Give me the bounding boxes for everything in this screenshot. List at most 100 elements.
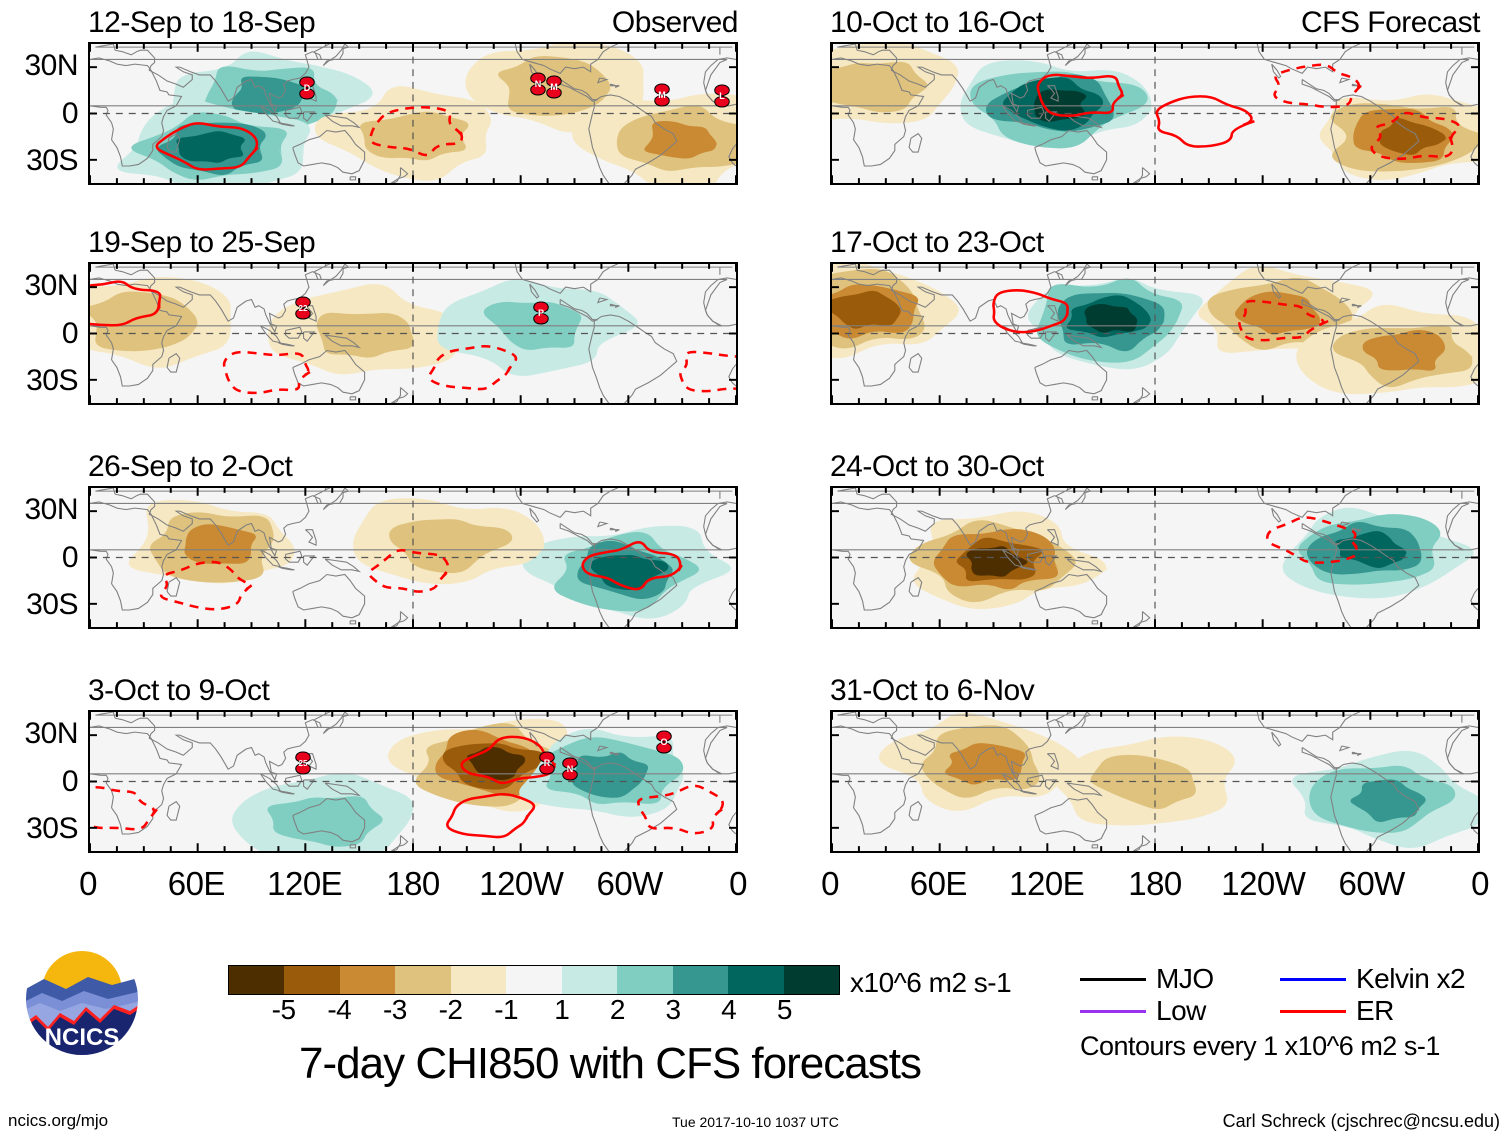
shading-layer-4: [832, 44, 1478, 180]
y-tick-0: 0: [61, 764, 79, 798]
colorbar-tick-1: 1: [554, 994, 570, 1025]
panel-corner-label-4: CFS Forecast: [1300, 6, 1481, 39]
shading-band: [644, 121, 717, 159]
storm-marker-D: D: [296, 75, 318, 101]
map-canvas-5: [830, 262, 1480, 405]
y-tick-30N: 30N: [24, 492, 78, 526]
shading-layer-2: [128, 498, 736, 619]
map-canvas-4: [830, 42, 1480, 185]
y-tick-30N: 30N: [24, 268, 78, 302]
contour-er-solid: [1036, 73, 1125, 118]
y-tick-30N: 30N: [24, 48, 78, 82]
coastlines-6: [832, 488, 1478, 627]
shading-band: [1350, 779, 1429, 823]
contour-er-solid: [90, 280, 162, 327]
shading-layer-1: [90, 277, 646, 376]
contour-legend: MJO Kelvin x2 Low ER: [1080, 963, 1500, 1027]
colorbar-tick--5: -5: [271, 994, 296, 1025]
legend-entry-mjo: MJO: [1080, 965, 1280, 993]
x-tick-180: 180: [386, 865, 440, 902]
svg-text:N: N: [567, 764, 574, 774]
x-tick-120W: 120W: [1221, 865, 1306, 902]
shading-band: [360, 111, 469, 161]
contour-er-dashed: [1266, 516, 1359, 564]
credit-website: ncics.org/mjo: [8, 1111, 109, 1130]
contour-er-dashed: [1370, 111, 1461, 160]
shading-band: [316, 312, 415, 358]
legend-entry-er: ER: [1280, 997, 1480, 1025]
panel-title-7: 31-Oct to 6-Nov: [830, 674, 1035, 707]
panel-title-4: 10-Oct to 16-Oct: [830, 6, 1044, 39]
contour-er-solid: [460, 735, 556, 785]
svg-text:N: N: [535, 79, 542, 89]
shading-band: [832, 61, 932, 113]
shading-band: [267, 796, 388, 847]
credit-timestamp: Tue 2017-10-10 1037 UTC: [672, 1114, 839, 1130]
figure-title: 7-day CHI850 with CFS forecasts: [299, 1039, 922, 1088]
shading-layer-0: [117, 44, 736, 183]
y-tick-30S: 30S: [26, 812, 78, 846]
shading-band: [1362, 329, 1446, 371]
coastlines-5: [832, 264, 1478, 403]
x-tick-60E: 60E: [909, 865, 968, 902]
shading-layer-6: [909, 507, 1478, 610]
logo-text: NCICS: [45, 1024, 120, 1051]
panel-title-5: 17-Oct to 23-Oct: [830, 226, 1044, 259]
shading-band: [90, 291, 200, 352]
contour-er-solid: [992, 289, 1069, 334]
shading-band: [389, 519, 516, 574]
colorbar-tick-4: 4: [721, 994, 737, 1025]
svg-text:M: M: [550, 82, 558, 92]
legend-entry-kelvin: Kelvin x2: [1280, 965, 1480, 993]
shading-band: [966, 546, 1031, 577]
svg-text:25: 25: [299, 759, 308, 768]
storm-marker-M: M: [651, 82, 673, 108]
colorbar-swatch-2: [339, 966, 396, 994]
panel-title-3: 3-Oct to 9-Oct: [88, 674, 270, 707]
contour-er-dashed: [368, 549, 450, 593]
contour-er-solid: [155, 122, 259, 171]
coastlines-1: [90, 264, 736, 403]
storm-marker-N: N: [527, 71, 549, 97]
colorbar-swatch-4: [450, 966, 507, 994]
legend-label-mjo: MJO: [1156, 963, 1214, 994]
panel-title-2: 26-Sep to 2-Oct: [88, 450, 293, 483]
y-tick-30S: 30S: [26, 588, 78, 622]
contour-er-dashed: [637, 784, 725, 835]
x-tick-60W: 60W: [1338, 865, 1405, 902]
contour-er-dashed: [1273, 63, 1362, 109]
coastlines-2: [90, 488, 736, 627]
svg-text:M: M: [659, 90, 667, 100]
x-tick-0: 0: [1471, 865, 1489, 902]
x-tick-60W: 60W: [596, 865, 663, 902]
x-axis-labels-col0: 0 60E 120E 180 120W 60W 0: [79, 865, 747, 915]
y-tick-30N: 30N: [24, 716, 78, 750]
map-canvas-7: [830, 710, 1480, 853]
svg-text:P: P: [538, 308, 544, 318]
axis-ticks-7: [832, 712, 1478, 851]
storm-marker-O: O: [653, 729, 675, 755]
contour-er-solid: [1155, 95, 1255, 148]
axis-ticks-1: [90, 264, 736, 403]
x-axis-labels-col1: 0 60E 120E 180 120W 60W 0: [821, 865, 1489, 915]
axis-ticks-2: [90, 488, 736, 627]
shading-band: [590, 554, 671, 590]
y-tick-30S: 30S: [26, 144, 78, 178]
svg-text:O: O: [661, 737, 668, 747]
axis-ticks-5: [832, 264, 1478, 403]
coastlines-3: [90, 712, 736, 851]
axis-ticks-0: [90, 44, 736, 183]
x-tick-120E: 120E: [267, 865, 343, 902]
colorbar-swatch-7: [617, 966, 673, 994]
contour-er-solid: [581, 541, 683, 591]
shading-band: [184, 524, 256, 564]
mjo-line-icon: [1080, 977, 1146, 981]
panel-title-1: 19-Sep to 25-Sep: [88, 226, 316, 259]
map-canvas-1: 22 P: [88, 262, 738, 405]
svg-text:L: L: [719, 91, 725, 101]
colorbar-tick--1: -1: [494, 994, 519, 1025]
contour-er-solid: [446, 793, 536, 839]
panel-corner-label-0: Observed: [611, 6, 739, 39]
shading-band: [1234, 291, 1321, 335]
